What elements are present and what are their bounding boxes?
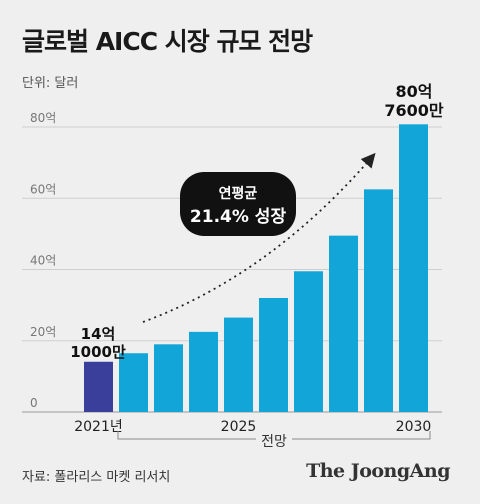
- x-tick-label: 2030: [396, 419, 432, 435]
- growth-arrow: [142, 152, 376, 323]
- y-tick-label: 20억: [30, 325, 56, 339]
- x-axis-ticks: 2021년 2025 2030: [74, 419, 431, 435]
- unit-label: 단위: 달러: [22, 76, 79, 91]
- bar-2028: [329, 235, 358, 412]
- bars: [84, 124, 428, 412]
- bar-2022: [119, 353, 148, 412]
- forecast-label: 전망: [261, 434, 287, 450]
- cagr-value: 21.4% 성장: [190, 207, 287, 227]
- bar-2023: [154, 344, 183, 412]
- cagr-label: 연평균: [219, 185, 258, 202]
- bar-2026: [259, 298, 288, 412]
- first-value-label: 14억: [81, 325, 116, 343]
- y-tick-label: 80억: [30, 111, 56, 125]
- chart-title: 글로벌 AICC 시장 규모 전망: [22, 27, 313, 56]
- bar-2021년: [84, 361, 113, 412]
- last-value-label-2: 7600만: [384, 101, 444, 120]
- y-tick-label: 40억: [30, 254, 56, 268]
- last-value-label: 80억: [396, 82, 433, 101]
- brand-logo: The JoongAng: [306, 460, 450, 482]
- first-value-label-2: 1000만: [70, 343, 126, 361]
- bar-2030: [399, 124, 428, 412]
- bar-2027: [294, 271, 323, 412]
- x-tick-label: 2025: [221, 419, 257, 435]
- bar-2025: [224, 317, 253, 412]
- x-tick-label: 2021년: [74, 419, 123, 435]
- forecast-bracket: 전망: [117, 430, 431, 450]
- bar-2029: [364, 189, 393, 412]
- cagr-callout: 연평균 21.4% 성장: [180, 172, 296, 236]
- bar-2024: [189, 331, 218, 412]
- source-note: 자료: 폴라리스 마켓 리서치: [22, 470, 171, 485]
- y-axis-ticks: 0 20억 40억 60억 80억: [30, 111, 56, 410]
- y-tick-label: 60억: [30, 182, 56, 196]
- y-tick-label: 0: [30, 396, 38, 410]
